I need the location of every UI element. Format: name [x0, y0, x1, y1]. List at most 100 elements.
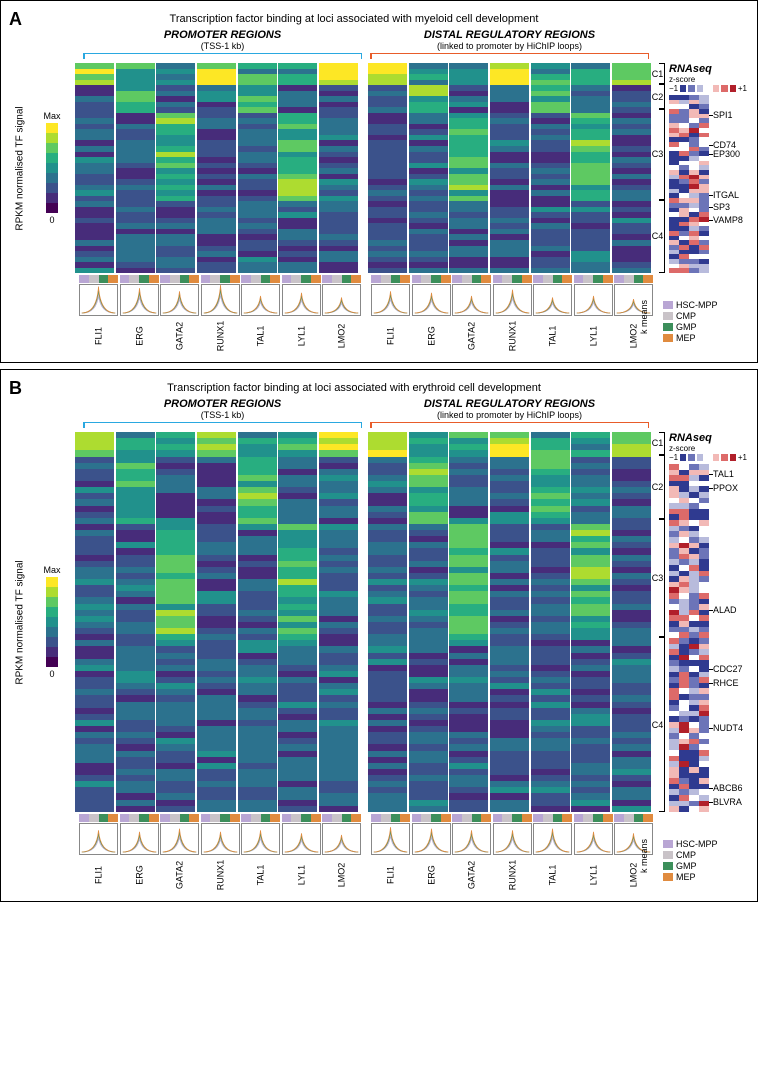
rnaseq-title: RNAseq — [669, 432, 747, 444]
condition-bar — [241, 275, 280, 283]
cbar-max: Max — [43, 111, 60, 121]
tf-label-LMO2: LMO2 — [324, 856, 360, 895]
profile-plot — [574, 284, 613, 316]
gene-label-ABCB6: ABCB6 — [713, 783, 743, 793]
cbar-min: 0 — [49, 215, 54, 225]
gene-label-BLVRA: BLVRA — [713, 797, 742, 807]
cluster-C3: C3 — [651, 519, 665, 637]
promoter-header: PROMOTER REGIONS(TSS-1 kb) — [79, 29, 366, 63]
header-main: PROMOTER REGIONS — [79, 398, 366, 410]
profile-plot — [533, 823, 572, 855]
cluster-C1: C1 — [651, 432, 665, 455]
legend-label: MEP — [676, 333, 696, 343]
condition-bar — [533, 275, 572, 283]
legend-item-HSC-MPP: HSC-MPP — [663, 839, 745, 849]
legend-swatch — [663, 862, 673, 870]
promoter-header: PROMOTER REGIONS(TSS-1 kb) — [79, 398, 366, 432]
condition-bar — [574, 275, 613, 283]
cluster-C2: C2 — [651, 84, 665, 109]
condition-bar — [493, 275, 532, 283]
rnaseq-sub: z-score — [669, 75, 747, 84]
gene-label-EP300: EP300 — [713, 149, 740, 159]
legend-label: CMP — [676, 850, 696, 860]
legend-item-MEP: MEP — [663, 333, 745, 343]
panel-A: ATranscription factor binding at loci as… — [0, 0, 758, 363]
condition-bar — [79, 275, 118, 283]
tf-label-TAL1: TAL1 — [535, 856, 571, 895]
legend-item-GMP: GMP — [663, 322, 745, 332]
z-lo: −1 — [669, 453, 678, 462]
promoter-heatmap — [75, 432, 358, 812]
tf-label-RUNX1: RUNX1 — [202, 856, 238, 895]
legend-swatch — [663, 312, 673, 320]
tf-label-GATA2: GATA2 — [454, 856, 490, 895]
condition-bar — [412, 275, 451, 283]
tf-label-LYL1: LYL1 — [283, 317, 319, 356]
zscore-scale: −1 +1 — [669, 453, 747, 462]
z-hi: +1 — [738, 453, 747, 462]
condition-bar — [282, 275, 321, 283]
tf-label-TAL1: TAL1 — [243, 856, 279, 895]
legend-label: GMP — [676, 322, 697, 332]
legend-item-GMP: GMP — [663, 861, 745, 871]
condition-bar — [241, 814, 280, 822]
profile-plot — [533, 284, 572, 316]
tf-label-RUNX1: RUNX1 — [202, 317, 238, 356]
legend-swatch — [663, 873, 673, 881]
legend-item-HSC-MPP: HSC-MPP — [663, 300, 745, 310]
condition-bar — [452, 814, 491, 822]
y-axis-label: RPKM normalised TF signal — [15, 106, 26, 230]
gene-label-TAL1: TAL1 — [713, 469, 734, 479]
distal-header: DISTAL REGULATORY REGIONS(linked to prom… — [366, 398, 653, 432]
tf-label-ERG: ERG — [121, 317, 157, 356]
tf-label-LMO2: LMO2 — [324, 317, 360, 356]
colorbar: Max0 — [29, 432, 75, 812]
condition-bar — [412, 814, 451, 822]
panel-title: Transcription factor binding at loci ass… — [51, 382, 657, 394]
gene-label-NUDT4: NUDT4 — [713, 723, 743, 733]
tf-label-TAL1: TAL1 — [243, 317, 279, 356]
header-main: PROMOTER REGIONS — [79, 29, 366, 41]
panel-label: B — [9, 378, 22, 399]
condition-bar — [120, 275, 159, 283]
tf-label-ERG: ERG — [413, 856, 449, 895]
profile-plot — [201, 823, 240, 855]
condition-bar — [160, 275, 199, 283]
profile-plot — [282, 823, 321, 855]
condition-bar — [120, 814, 159, 822]
cell-type-legend: HSC-MPPCMPGMPMEP — [663, 839, 745, 883]
profile-plot — [322, 823, 361, 855]
condition-bar — [371, 275, 410, 283]
legend-label: MEP — [676, 872, 696, 882]
tf-label-GATA2: GATA2 — [454, 317, 490, 356]
cluster-brackets: C1C2C3C4 — [651, 432, 665, 812]
cluster-C2: C2 — [651, 455, 665, 520]
condition-bar — [371, 814, 410, 822]
profile-plot — [79, 284, 118, 316]
condition-bar — [322, 814, 361, 822]
z-hi: +1 — [738, 84, 747, 93]
bracket — [83, 53, 362, 59]
profile-plot — [120, 823, 159, 855]
bracket — [370, 53, 649, 59]
cbar-max: Max — [43, 565, 60, 575]
gene-label-ALAD: ALAD — [713, 605, 737, 615]
bracket — [83, 422, 362, 428]
profile-plot — [371, 823, 410, 855]
header-main: DISTAL REGULATORY REGIONS — [366, 29, 653, 41]
legend-swatch — [663, 840, 673, 848]
panel-title: Transcription factor binding at loci ass… — [51, 13, 657, 25]
tf-label-RUNX1: RUNX1 — [494, 856, 530, 895]
y-axis-label: RPKM normalised TF signal — [15, 560, 26, 684]
legend-item-CMP: CMP — [663, 850, 745, 860]
rnaseq-sub: z-score — [669, 444, 747, 453]
gene-label-CDC27: CDC27 — [713, 664, 743, 674]
promoter-heatmap — [75, 63, 358, 273]
distal-heatmap — [368, 432, 651, 812]
tf-label-FLI1: FLI1 — [81, 317, 117, 356]
condition-bar — [201, 275, 240, 283]
cluster-C1: C1 — [651, 63, 665, 84]
header-sub: (linked to promoter by HiChIP loops) — [366, 410, 653, 420]
tf-label-ERG: ERG — [121, 856, 157, 895]
condition-bar — [282, 814, 321, 822]
